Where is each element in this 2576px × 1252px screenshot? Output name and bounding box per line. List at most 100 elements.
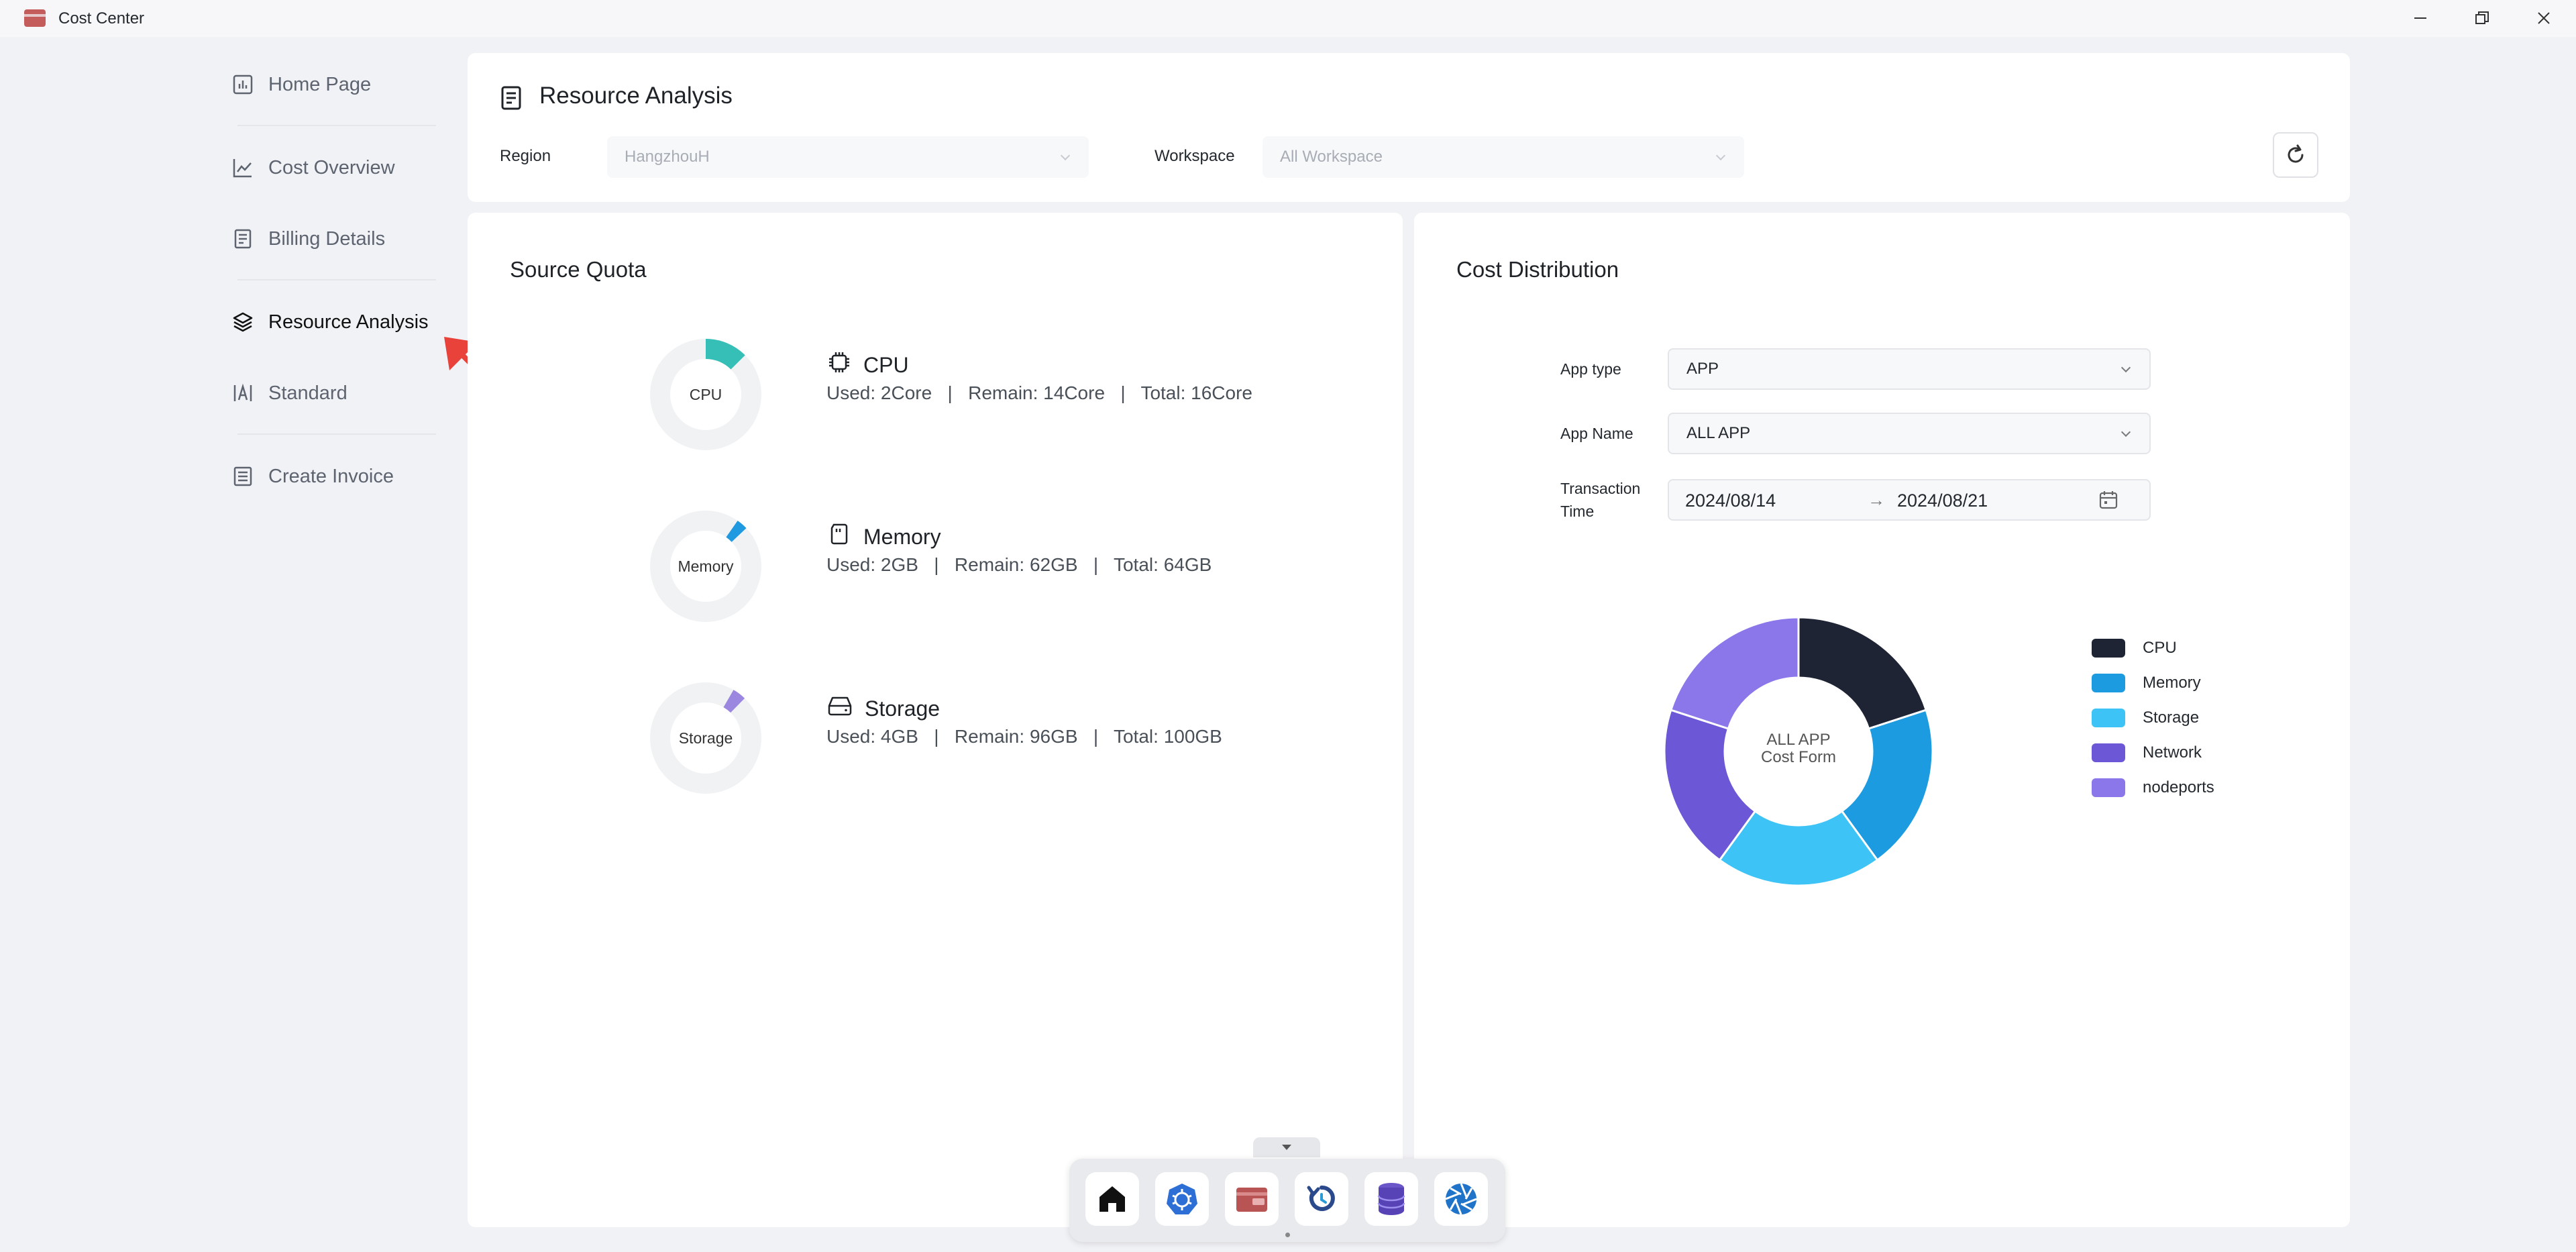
- refresh-icon: [2288, 144, 2304, 163]
- home-icon: [1099, 1186, 1125, 1212]
- minimize-icon: [2414, 17, 2426, 19]
- memory-quota-detail: Used: 2GB | Remain: 62GB | Total: 64GB: [826, 554, 1212, 575]
- donut-slice-cpu[interactable]: [1797, 616, 1928, 730]
- donut-slice-network[interactable]: [1663, 709, 1757, 862]
- sidebar-item-cost-overview[interactable]: Cost Overview: [231, 148, 459, 188]
- restore-button[interactable]: [2462, 4, 2502, 32]
- sidebar-item-label: Standard: [268, 382, 347, 404]
- report-icon: [500, 85, 524, 115]
- storage-quota-name: Storage: [827, 694, 940, 723]
- dock-toggle-button[interactable]: [1253, 1137, 1320, 1157]
- dock-home-button[interactable]: [1085, 1172, 1139, 1226]
- sidebar-item-label: Create Invoice: [268, 465, 394, 487]
- region-select[interactable]: HangzhouH: [607, 136, 1089, 178]
- legend-label: CPU: [2143, 639, 2177, 657]
- legend-item-storage[interactable]: Storage: [2092, 709, 2199, 727]
- sidebar-item-label: Resource Analysis: [268, 311, 429, 333]
- cost-center-app-icon: [24, 9, 46, 27]
- workspace-value: All Workspace: [1280, 148, 1383, 166]
- region-value: HangzhouH: [625, 148, 710, 166]
- cost-distribution-card: Cost Distribution App type APP App Name …: [1414, 213, 2350, 1227]
- sidebar-item-billing-details[interactable]: Billing Details: [231, 219, 459, 259]
- sidebar-item-create-invoice[interactable]: Create Invoice: [231, 456, 459, 497]
- legend-item-cpu[interactable]: CPU: [2092, 639, 2177, 658]
- cpu-quota-ring: CPU: [649, 337, 763, 452]
- app-type-value: APP: [1686, 360, 1719, 378]
- text-standard-icon: [231, 381, 255, 405]
- aperture-icon: [1445, 1183, 1477, 1215]
- source-quota-title: Source Quota: [510, 257, 647, 282]
- sidebar-item-home-page[interactable]: Home Page: [231, 64, 459, 105]
- range-arrow-icon: →: [1868, 490, 1885, 510]
- sidebar-divider: [237, 125, 436, 126]
- donut-center-line2: Cost Form: [1760, 748, 1836, 766]
- close-icon: [2538, 12, 2550, 24]
- app-type-label: App type: [1560, 360, 1621, 378]
- sidebar-item-label: Billing Details: [268, 227, 386, 250]
- cost-distribution-donut-chart: [1663, 616, 1934, 887]
- dock-kubernetes-button[interactable]: [1155, 1172, 1209, 1226]
- title-bar: Cost Center: [0, 0, 2576, 37]
- dock-aperture-button[interactable]: [1434, 1172, 1488, 1226]
- legend-item-network[interactable]: Network: [2092, 743, 2202, 762]
- cpu-quota-detail: Used: 2Core | Remain: 14Core | Total: 16…: [826, 382, 1252, 403]
- page-title: Resource Analysis: [539, 83, 733, 109]
- donut-slice-storage[interactable]: [1718, 809, 1879, 887]
- memory-ring-label: Memory: [678, 557, 734, 575]
- cpu-quota-name: CPU: [827, 350, 909, 380]
- kubernetes-icon: [1167, 1184, 1197, 1214]
- invoice-icon: [231, 464, 255, 488]
- memory-quota-name: Memory: [827, 522, 941, 552]
- transaction-date-range[interactable]: 2024/08/14 → 2024/08/21: [1668, 479, 2151, 521]
- dock-backup-button[interactable]: [1295, 1172, 1348, 1226]
- chevron-down-icon: [1060, 150, 1071, 161]
- legend-label: nodeports: [2143, 778, 2214, 796]
- refresh-button[interactable]: [2273, 132, 2318, 178]
- storage-quota-detail: Used: 4GB | Remain: 96GB | Total: 100GB: [826, 726, 1222, 747]
- app-name-label: App Name: [1560, 425, 1633, 442]
- minimize-button[interactable]: [2400, 4, 2440, 32]
- donut-center-label: ALL APP Cost Form: [1735, 731, 1862, 766]
- dock-database-button[interactable]: [1364, 1172, 1418, 1226]
- wallet-icon: [1236, 1188, 1267, 1212]
- cpu-label: CPU: [863, 352, 909, 377]
- chevron-down-icon: [2121, 362, 2131, 373]
- close-button[interactable]: [2524, 4, 2564, 32]
- memory-label: Memory: [863, 524, 941, 549]
- transaction-label-line2: Time: [1560, 503, 1595, 520]
- legend-item-nodeports[interactable]: nodeports: [2092, 778, 2214, 797]
- donut-slice-nodeports[interactable]: [1669, 616, 1800, 730]
- cost-distribution-title: Cost Distribution: [1456, 257, 1619, 282]
- legend-swatch: [2092, 778, 2125, 797]
- sidebar-item-standard[interactable]: Standard: [231, 373, 459, 413]
- line-chart-icon: [231, 156, 255, 180]
- app-name-value: ALL APP: [1686, 424, 1751, 442]
- sidebar-divider: [237, 279, 436, 280]
- chevron-down-icon: [2121, 427, 2131, 437]
- end-date-input[interactable]: 2024/08/21: [1897, 490, 1988, 511]
- donut-slice-memory[interactable]: [1840, 709, 1934, 862]
- app-dock: [1069, 1159, 1505, 1242]
- workspace-select[interactable]: All Workspace: [1263, 136, 1744, 178]
- resource-analysis-header-card: Resource Analysis Region HangzhouH Works…: [468, 53, 2350, 202]
- start-date-input[interactable]: 2024/08/14: [1685, 490, 1776, 511]
- legend-label: Storage: [2143, 709, 2200, 727]
- caret-down-icon: [1282, 1145, 1291, 1150]
- legend-swatch: [2092, 743, 2125, 762]
- app-name-select[interactable]: ALL APP: [1668, 413, 2151, 454]
- dock-wallet-button[interactable]: [1225, 1172, 1279, 1226]
- region-label: Region: [500, 147, 551, 165]
- bar-chart-icon: [231, 72, 255, 97]
- workspace-label: Workspace: [1155, 147, 1235, 165]
- sidebar-item-resource-analysis[interactable]: Resource Analysis: [231, 302, 459, 342]
- hard-drive-icon: [827, 694, 853, 723]
- restore-icon: [2475, 11, 2489, 24]
- legend-label: Memory: [2143, 674, 2201, 692]
- cpu-used-arc: [650, 339, 761, 450]
- app-type-select[interactable]: APP: [1668, 348, 2151, 390]
- layers-icon: [231, 310, 255, 334]
- storage-quota-ring: Storage: [649, 681, 763, 795]
- sidebar-item-label: Cost Overview: [268, 156, 395, 178]
- calendar-icon[interactable]: [2098, 490, 2118, 515]
- legend-item-memory[interactable]: Memory: [2092, 674, 2201, 692]
